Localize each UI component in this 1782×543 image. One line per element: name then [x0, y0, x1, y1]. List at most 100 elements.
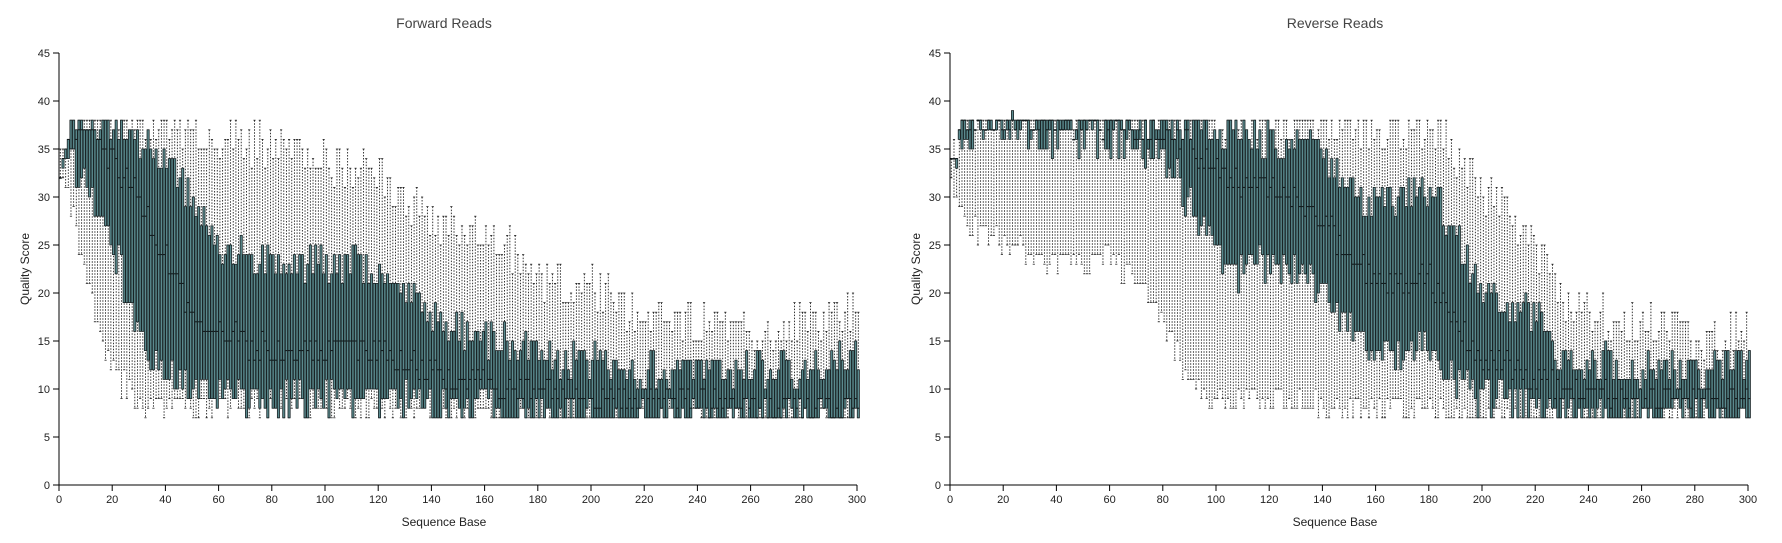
box-reverse-30 — [1026, 119, 1030, 256]
box-reverse-156 — [1362, 119, 1366, 409]
box-reverse-143 — [1327, 138, 1331, 419]
box-forward-94 — [306, 148, 310, 419]
box-reverse-52 — [1085, 119, 1089, 275]
box-forward-36 — [151, 119, 155, 409]
box-forward-62 — [221, 148, 225, 400]
box-reverse-123 — [1274, 119, 1278, 390]
box-forward-288 — [822, 311, 826, 409]
box-reverse-20 — [1000, 119, 1004, 256]
box-forward-192 — [566, 302, 570, 419]
box-forward-4 — [66, 138, 70, 188]
box-forward-15 — [96, 119, 100, 323]
box-forward-35 — [149, 138, 153, 400]
box-reverse-230 — [1558, 282, 1562, 419]
box-reverse-112 — [1245, 129, 1249, 390]
box-forward-26 — [125, 119, 129, 400]
box-forward-109 — [346, 148, 350, 400]
box-reverse-259 — [1636, 340, 1640, 419]
box-forward-14 — [93, 119, 97, 323]
box-forward-57 — [207, 129, 211, 409]
box-forward-124 — [386, 177, 390, 400]
box-reverse-141 — [1322, 119, 1326, 409]
box-forward-40 — [162, 119, 166, 419]
box-forward-175 — [521, 254, 525, 409]
box-reverse-34 — [1037, 119, 1041, 256]
box-forward-63 — [223, 138, 227, 400]
box-forward-169 — [505, 234, 509, 419]
box-reverse-276 — [1681, 321, 1685, 419]
box-forward-250 — [721, 321, 725, 419]
box-forward-264 — [758, 350, 762, 419]
box-forward-58 — [210, 138, 214, 419]
box-forward-256 — [737, 321, 741, 419]
box-reverse-283 — [1699, 350, 1703, 419]
box-forward-90 — [295, 138, 299, 409]
box-forward-173 — [516, 254, 520, 419]
reverse-y-tick-label: 10 — [929, 384, 941, 396]
box-forward-142 — [433, 234, 437, 419]
box-forward-80 — [268, 129, 272, 400]
box-reverse-7 — [965, 119, 969, 227]
box-forward-210 — [614, 311, 618, 419]
box-forward-290 — [827, 302, 831, 419]
box-reverse-232 — [1564, 321, 1568, 419]
box-reverse-75 — [1146, 138, 1150, 304]
box-forward-135 — [415, 186, 419, 409]
box-reverse-296 — [1734, 311, 1738, 419]
box-reverse-254 — [1622, 311, 1626, 419]
box-reverse-180 — [1425, 119, 1429, 409]
box-forward-208 — [609, 292, 613, 419]
box-reverse-50 — [1080, 119, 1084, 265]
box-forward-224 — [652, 311, 656, 419]
box-reverse-253 — [1620, 330, 1624, 419]
box-forward-170 — [508, 225, 512, 419]
forward-y-tick-label: 45 — [38, 48, 50, 60]
box-forward-262 — [753, 350, 757, 419]
forward-boxplots — [58, 119, 860, 419]
box-forward-203 — [596, 311, 600, 419]
box-reverse-246 — [1601, 292, 1605, 419]
box-forward-247 — [713, 311, 717, 419]
box-forward-276 — [790, 340, 794, 419]
forward-y-tick-label: 0 — [44, 480, 50, 492]
box-forward-229 — [665, 321, 669, 419]
box-reverse-201 — [1481, 196, 1485, 419]
box-forward-235 — [681, 340, 685, 409]
box-forward-114 — [359, 167, 363, 419]
box-reverse-194 — [1463, 158, 1467, 409]
box-reverse-86 — [1175, 119, 1179, 342]
box-reverse-294 — [1729, 311, 1733, 419]
box-reverse-58 — [1101, 119, 1105, 265]
box-forward-220 — [641, 321, 645, 409]
box-forward-174 — [519, 273, 523, 409]
box-reverse-90 — [1186, 119, 1190, 380]
box-forward-103 — [330, 177, 334, 419]
box-forward-45 — [175, 129, 179, 400]
box-reverse-170 — [1399, 148, 1403, 400]
box-reverse-31 — [1029, 119, 1033, 256]
box-forward-95 — [308, 167, 312, 419]
box-reverse-37 — [1045, 119, 1049, 275]
reverse-x-tick-label: 100 — [1207, 494, 1225, 506]
box-forward-228 — [662, 321, 666, 419]
box-forward-46 — [178, 119, 182, 400]
box-reverse-187 — [1444, 119, 1448, 419]
box-reverse-206 — [1495, 186, 1499, 409]
reverse-y-tick-label: 25 — [929, 240, 941, 252]
box-reverse-218 — [1527, 244, 1531, 419]
box-reverse-145 — [1332, 138, 1336, 409]
box-reverse-251 — [1614, 321, 1618, 419]
box-reverse-223 — [1540, 244, 1544, 419]
box-reverse-22 — [1005, 119, 1009, 246]
box-reverse-63 — [1114, 119, 1118, 265]
box-forward-133 — [409, 225, 413, 409]
box-forward-33 — [143, 138, 147, 419]
box-reverse-266 — [1654, 340, 1658, 419]
box-reverse-182 — [1431, 129, 1435, 409]
box-forward-122 — [380, 158, 384, 409]
box-reverse-91 — [1189, 119, 1193, 380]
box-forward-83 — [276, 158, 280, 419]
box-forward-299 — [851, 292, 855, 419]
box-reverse-15 — [987, 119, 991, 246]
forward-x-tick-label: 80 — [266, 494, 278, 506]
